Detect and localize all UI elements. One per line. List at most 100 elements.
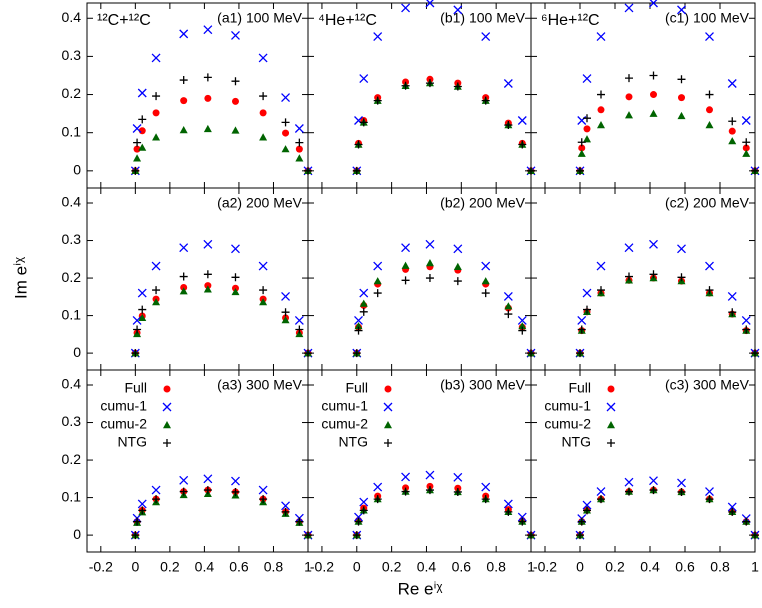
point bbox=[352, 166, 361, 175]
legend-marker bbox=[607, 421, 615, 429]
x-tick-label: 0.2 bbox=[605, 559, 625, 575]
point bbox=[352, 349, 361, 358]
point bbox=[373, 289, 382, 298]
point bbox=[504, 302, 513, 310]
panel-annotation: ⁴He+¹²C bbox=[318, 12, 377, 29]
point bbox=[295, 329, 304, 338]
point bbox=[179, 126, 188, 134]
point bbox=[151, 485, 161, 495]
x-tick-label: 1 bbox=[304, 559, 312, 575]
point bbox=[425, 79, 434, 88]
point bbox=[354, 322, 363, 330]
point bbox=[152, 133, 161, 141]
x-tick-label: 0.4 bbox=[195, 559, 215, 575]
point bbox=[517, 512, 527, 522]
point bbox=[453, 244, 463, 254]
point bbox=[179, 475, 189, 485]
point bbox=[401, 3, 411, 13]
point bbox=[138, 305, 147, 314]
point bbox=[231, 244, 240, 254]
point bbox=[258, 485, 268, 495]
point bbox=[649, 71, 658, 80]
point bbox=[425, 0, 435, 8]
point bbox=[179, 272, 188, 281]
point bbox=[705, 90, 714, 99]
point bbox=[138, 506, 147, 515]
legend-marker bbox=[607, 439, 615, 447]
point bbox=[481, 277, 490, 285]
point bbox=[231, 126, 240, 134]
point bbox=[503, 79, 513, 88]
point bbox=[578, 144, 586, 152]
point bbox=[231, 97, 239, 105]
panel-annotation: ¹²C+¹²C bbox=[97, 12, 151, 29]
x-tick-label: 1 bbox=[751, 559, 759, 575]
point bbox=[282, 129, 290, 137]
x-tick-label: 0 bbox=[131, 559, 139, 575]
point bbox=[481, 289, 490, 298]
point bbox=[649, 239, 658, 249]
point bbox=[453, 262, 462, 271]
y-axis-label: Im eⁱᵡ bbox=[11, 257, 30, 299]
point bbox=[751, 531, 759, 540]
point bbox=[354, 517, 363, 526]
point bbox=[576, 349, 584, 358]
point bbox=[401, 487, 410, 496]
point bbox=[517, 116, 527, 125]
y-tick-label: 0.2 bbox=[62, 85, 82, 101]
y-tick-label: 0.1 bbox=[62, 306, 82, 322]
point bbox=[203, 239, 213, 249]
x-axis-label: Re eⁱᵡ bbox=[398, 579, 443, 598]
panel-title: (a2) 200 MeV bbox=[217, 195, 302, 211]
point bbox=[354, 326, 363, 335]
point bbox=[577, 149, 586, 157]
point bbox=[453, 487, 462, 496]
point bbox=[137, 499, 147, 509]
point bbox=[138, 313, 147, 322]
point bbox=[259, 286, 268, 295]
point bbox=[179, 76, 188, 85]
point bbox=[281, 501, 291, 511]
point bbox=[583, 125, 591, 133]
x-tick-label: -0.2 bbox=[310, 559, 334, 575]
point bbox=[231, 77, 240, 86]
legend-label: cumu-1 bbox=[100, 398, 147, 414]
point bbox=[583, 135, 591, 143]
legend-label: Full bbox=[124, 380, 147, 396]
point bbox=[138, 115, 147, 124]
point bbox=[258, 53, 268, 63]
panel-title: (b1) 100 MeV bbox=[440, 10, 525, 26]
point bbox=[180, 97, 188, 105]
point bbox=[576, 166, 584, 175]
point bbox=[625, 272, 633, 281]
y-tick-label: 0.2 bbox=[62, 269, 82, 285]
point bbox=[359, 299, 368, 307]
point bbox=[577, 316, 587, 325]
point bbox=[649, 0, 658, 8]
point bbox=[151, 53, 161, 63]
point bbox=[231, 476, 240, 486]
point bbox=[152, 495, 161, 504]
legend-label: cumu-1 bbox=[321, 398, 368, 414]
point bbox=[137, 288, 147, 298]
point bbox=[373, 482, 383, 492]
point bbox=[481, 482, 491, 492]
point bbox=[481, 96, 490, 105]
y-tick-label: 0.3 bbox=[62, 47, 82, 63]
point bbox=[481, 261, 491, 271]
point bbox=[179, 487, 188, 496]
point bbox=[281, 93, 291, 103]
legend-marker bbox=[163, 421, 171, 429]
point bbox=[705, 495, 714, 504]
point bbox=[281, 316, 290, 324]
point bbox=[152, 92, 161, 101]
point bbox=[401, 81, 410, 90]
point bbox=[131, 531, 140, 540]
point bbox=[373, 261, 383, 271]
panel-title: (c3) 300 MeV bbox=[665, 377, 750, 393]
point bbox=[425, 259, 434, 267]
y-tick-label: 0 bbox=[73, 526, 81, 542]
x-tick-label: -0.2 bbox=[533, 559, 557, 575]
point bbox=[597, 90, 605, 99]
point bbox=[359, 506, 368, 515]
